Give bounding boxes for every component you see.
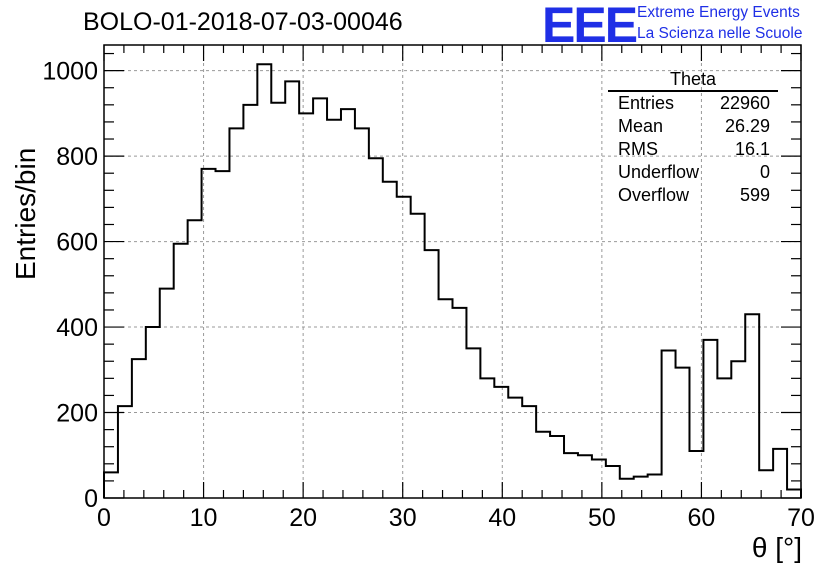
stats-row: Overflow 599 — [608, 184, 778, 207]
stats-title: Theta — [608, 68, 778, 92]
stats-row: Underflow 0 — [608, 161, 778, 184]
stats-row: RMS 16.1 — [608, 138, 778, 161]
x-tick-label: 70 — [787, 504, 815, 532]
x-tick-label: 40 — [488, 504, 516, 532]
stats-value: 26.29 — [724, 116, 770, 136]
x-tick-label: 10 — [190, 504, 218, 532]
x-tick-label: 0 — [97, 504, 111, 532]
x-tick-label: 30 — [389, 504, 417, 532]
logo-mark: EEE — [542, 0, 638, 53]
plot-frame — [103, 44, 802, 499]
x-tick-label: 60 — [688, 504, 716, 532]
y-tick-label: 0 — [84, 485, 98, 513]
grid-lines — [104, 45, 801, 498]
y-tick-label: 200 — [56, 400, 98, 428]
x-tick-label: 20 — [289, 504, 317, 532]
y-axis-label: Entries/bin — [10, 147, 41, 280]
stats-value: 16.1 — [734, 139, 770, 159]
logo-line-2: La Scienza nelle Scuole — [637, 25, 803, 42]
stats-label: Underflow — [618, 162, 700, 182]
stats-label: Entries — [618, 93, 675, 113]
y-tick-label: 1000 — [42, 58, 98, 86]
stats-value: 599 — [739, 185, 770, 205]
chart-title: BOLO-01-2018-07-03-00046 — [83, 8, 403, 36]
stats-box: Theta Entries 22960 Mean 26.29 RMS 16.1 … — [608, 68, 778, 207]
stats-label: Overflow — [618, 185, 690, 205]
stats-label: Mean — [618, 116, 664, 136]
stats-value: 22960 — [719, 93, 770, 113]
y-tick-label: 400 — [56, 314, 98, 342]
x-axis-label: θ [°] — [751, 532, 802, 563]
logo-line-1: Extreme Energy Events — [637, 4, 800, 21]
histogram-series — [103, 63, 802, 498]
x-tick-label: 50 — [588, 504, 616, 532]
stats-label: RMS — [618, 139, 658, 159]
y-tick-label: 600 — [56, 229, 98, 257]
stats-row: Entries 22960 — [608, 92, 778, 115]
y-tick-label: 800 — [56, 143, 98, 171]
tick-labels: 0 10 20 30 40 50 60 70 0 200 400 600 800 1000 — [42, 58, 815, 532]
stats-row: Mean 26.29 — [608, 115, 778, 138]
stats-value: 0 — [759, 162, 770, 182]
plot-area-border — [103, 44, 802, 499]
